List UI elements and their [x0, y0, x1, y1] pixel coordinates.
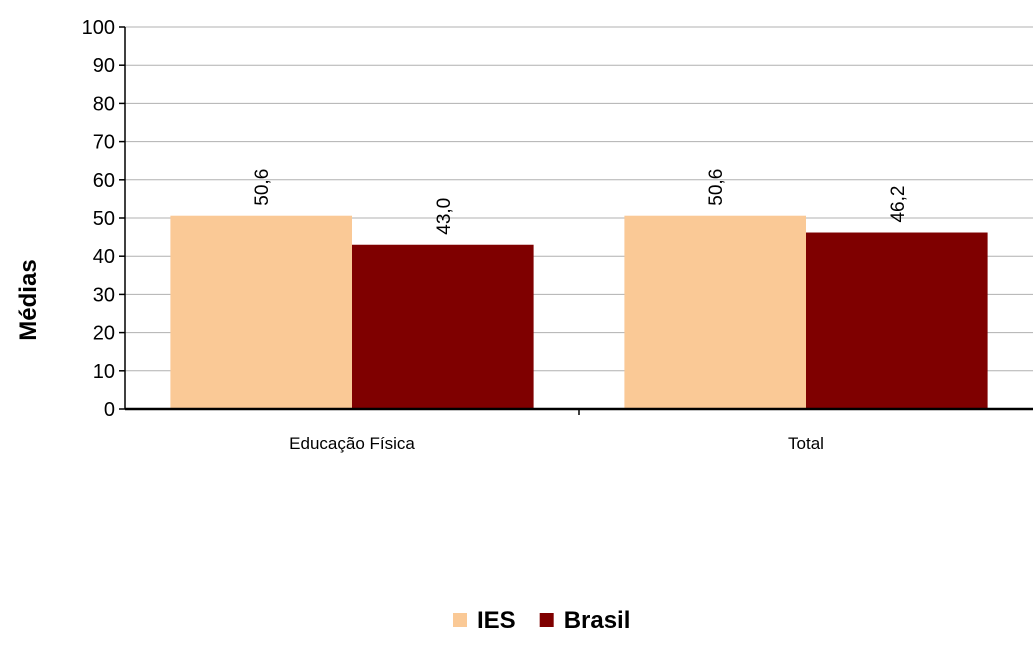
- y-tick-label: 20: [93, 323, 115, 345]
- legend-label-brasil: Brasil: [564, 607, 631, 634]
- legend: IES Brasil: [453, 607, 630, 634]
- y-tick-label: 100: [82, 17, 115, 39]
- y-tick-label: 0: [104, 399, 115, 421]
- data-label: 50,6: [706, 169, 727, 206]
- bar-ies-1: [624, 215, 806, 409]
- bar-ies-0: [170, 215, 352, 409]
- y-tick-label: 90: [93, 55, 115, 77]
- legend-label-ies: IES: [477, 607, 516, 634]
- legend-swatch-brasil: [539, 613, 554, 627]
- data-labels: 50,6 43,0 50,6 46,2: [252, 169, 909, 235]
- bars: [170, 215, 988, 409]
- data-label: 50,6: [252, 169, 273, 206]
- y-tick-label: 80: [93, 93, 115, 115]
- y-tick-labels: 0 10 20 30 40 50 60 70 80 90 100: [82, 17, 115, 421]
- y-axis-label: Médias: [15, 259, 42, 340]
- bar-brasil-1: [806, 232, 988, 409]
- data-label: 43,0: [434, 198, 455, 235]
- data-label: 46,2: [888, 186, 909, 223]
- axes: [119, 26, 1033, 415]
- y-tick-label: 70: [93, 132, 115, 154]
- y-tick-label: 40: [93, 246, 115, 268]
- x-category-label: Educação Física: [289, 434, 415, 453]
- legend-swatch-ies: [453, 613, 467, 627]
- y-tick-label: 60: [93, 170, 115, 192]
- y-tick-label: 30: [93, 284, 115, 306]
- x-category-label: Total: [788, 434, 824, 453]
- y-tick-label: 10: [93, 361, 115, 383]
- y-tick-label: 50: [93, 208, 115, 230]
- x-category-labels: Educação Física Total: [289, 434, 824, 453]
- bar-brasil-0: [352, 244, 534, 409]
